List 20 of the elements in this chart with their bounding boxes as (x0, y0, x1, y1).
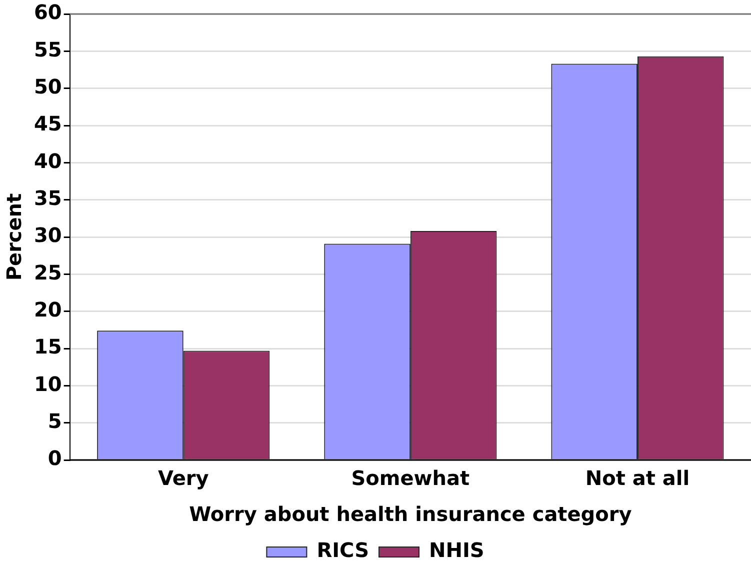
legend-label: RICS (316, 538, 369, 562)
x-tick-label: Not at all (585, 466, 690, 490)
y-tick-label: 60 (34, 0, 62, 24)
y-tick-label: 35 (34, 186, 62, 210)
y-tick-label: 50 (34, 74, 62, 99)
x-axis-title: Worry about health insurance category (189, 502, 632, 526)
legend-label: NHIS (428, 538, 484, 562)
y-axis-title: Percent (2, 192, 26, 281)
y-tick-label: 20 (34, 298, 62, 322)
y-tick-label: 25 (34, 260, 62, 284)
y-tick-label: 40 (34, 148, 62, 173)
x-tick-label: Very (158, 466, 209, 490)
y-tick-label: 10 (34, 372, 62, 396)
y-tick-label: 5 (48, 409, 62, 434)
y-tick-label: 45 (34, 112, 62, 136)
y-tick-label: 15 (34, 334, 62, 359)
y-tick-label: 30 (34, 223, 62, 248)
y-tick-label: 55 (34, 37, 62, 62)
x-tick-label: Somewhat (351, 466, 470, 490)
y-tick-label: 0 (48, 446, 62, 470)
